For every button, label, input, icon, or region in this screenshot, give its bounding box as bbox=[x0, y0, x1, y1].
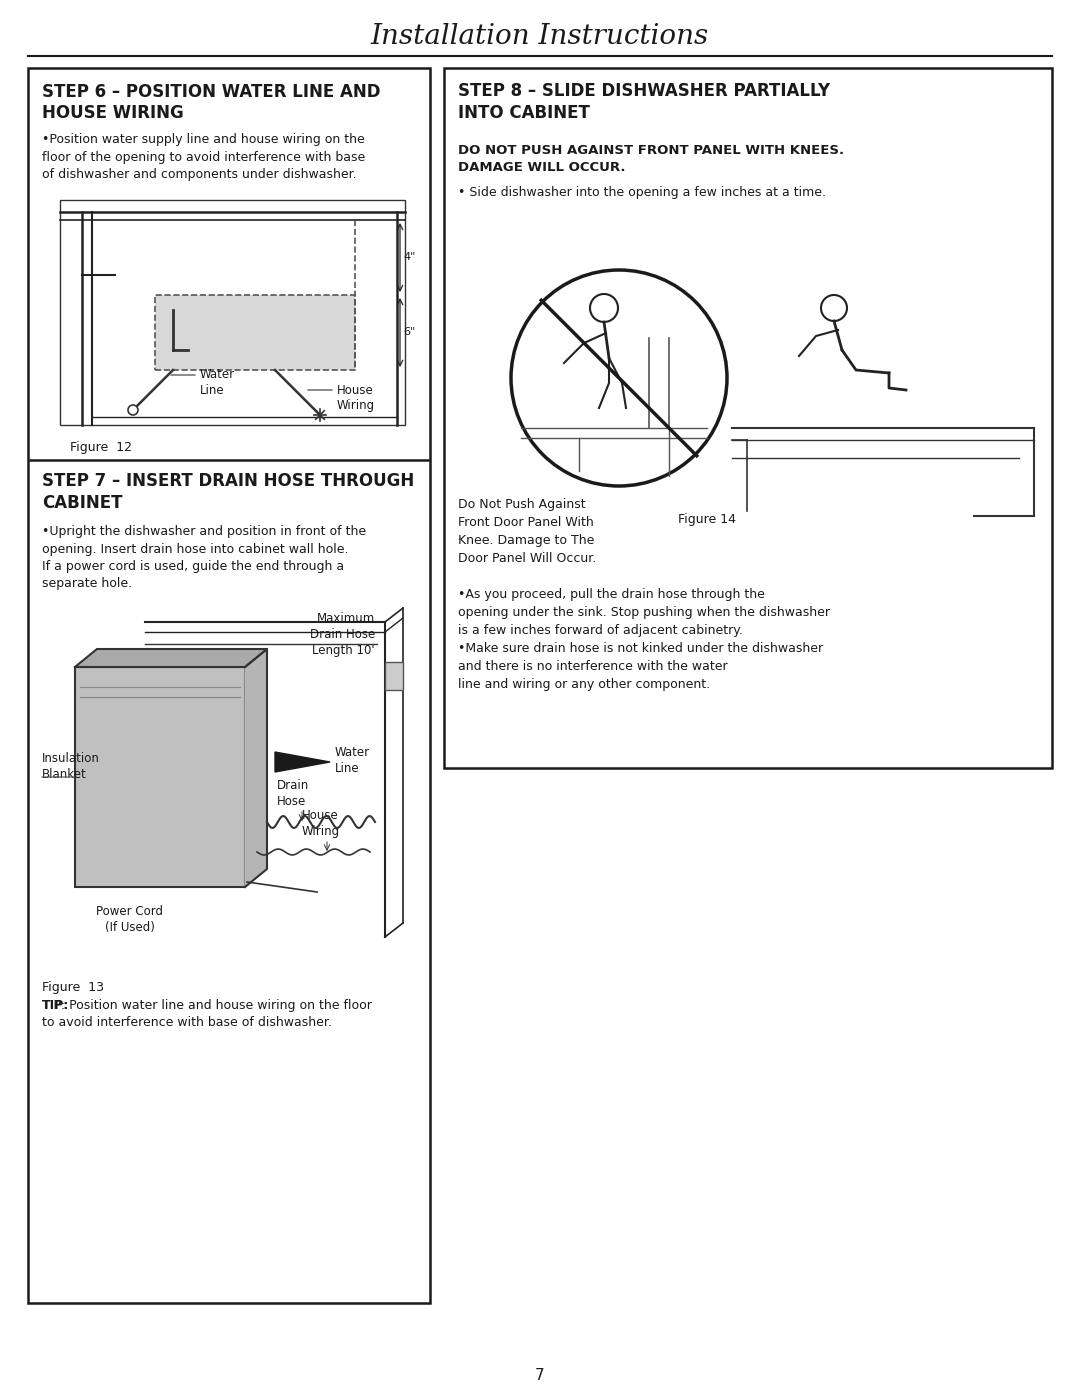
Polygon shape bbox=[245, 650, 267, 887]
Text: STEP 7 – INSERT DRAIN HOSE THROUGH
CABINET: STEP 7 – INSERT DRAIN HOSE THROUGH CABIN… bbox=[42, 472, 415, 511]
Bar bbox=[156, 295, 355, 370]
Bar bbox=[60, 200, 405, 425]
Circle shape bbox=[590, 293, 618, 321]
Text: •As you proceed, pull the drain hose through the
opening under the sink. Stop pu: •As you proceed, pull the drain hose thr… bbox=[458, 588, 831, 692]
Text: Installation Instructions: Installation Instructions bbox=[370, 22, 710, 49]
Text: Maximum
Drain Hose
Length 10': Maximum Drain Hose Length 10' bbox=[310, 612, 375, 657]
Text: 6": 6" bbox=[403, 327, 415, 337]
Text: House
Wiring: House Wiring bbox=[337, 384, 375, 412]
Bar bbox=[444, 68, 1052, 768]
Text: Water
Line: Water Line bbox=[200, 369, 235, 398]
Text: STEP 8 – SLIDE DISHWASHER PARTIALLY
INTO CABINET: STEP 8 – SLIDE DISHWASHER PARTIALLY INTO… bbox=[458, 82, 831, 122]
Polygon shape bbox=[275, 752, 330, 773]
Text: • Side dishwasher into the opening a few inches at a time.: • Side dishwasher into the opening a few… bbox=[458, 186, 826, 198]
Bar bbox=[28, 68, 430, 1303]
Text: STEP 6 – POSITION WATER LINE AND
HOUSE WIRING: STEP 6 – POSITION WATER LINE AND HOUSE W… bbox=[42, 82, 380, 123]
Text: 4": 4" bbox=[403, 251, 416, 263]
Text: •Upright the dishwasher and position in front of the
opening. Insert drain hose : •Upright the dishwasher and position in … bbox=[42, 525, 366, 591]
Text: •Position water supply line and house wiring on the
floor of the opening to avoi: •Position water supply line and house wi… bbox=[42, 133, 365, 182]
Circle shape bbox=[511, 270, 727, 486]
Text: TIP: Position water line and house wiring on the floor
to avoid interference wit: TIP: Position water line and house wirin… bbox=[42, 999, 372, 1030]
Circle shape bbox=[129, 405, 138, 415]
Text: Figure  12: Figure 12 bbox=[70, 441, 132, 454]
Bar bbox=[75, 666, 245, 887]
Text: DO NOT PUSH AGAINST FRONT PANEL WITH KNEES.
DAMAGE WILL OCCUR.: DO NOT PUSH AGAINST FRONT PANEL WITH KNE… bbox=[458, 144, 845, 175]
Text: Insulation
Blanket: Insulation Blanket bbox=[42, 753, 99, 781]
Text: Water
Line: Water Line bbox=[335, 746, 370, 775]
Text: Do Not Push Against
Front Door Panel With
Knee. Damage to The
Door Panel Will Oc: Do Not Push Against Front Door Panel Wit… bbox=[458, 497, 596, 564]
Text: Drain
Hose: Drain Hose bbox=[276, 780, 309, 807]
Text: House
Wiring: House Wiring bbox=[302, 809, 340, 838]
Bar bbox=[384, 662, 403, 690]
Polygon shape bbox=[75, 650, 267, 666]
Text: Figure 14: Figure 14 bbox=[678, 513, 735, 527]
Text: Figure  13: Figure 13 bbox=[42, 981, 104, 995]
Text: 7: 7 bbox=[536, 1368, 544, 1383]
Circle shape bbox=[821, 295, 847, 321]
Text: TIP:: TIP: bbox=[42, 999, 69, 1011]
Text: Power Cord
(If Used): Power Cord (If Used) bbox=[96, 905, 163, 935]
